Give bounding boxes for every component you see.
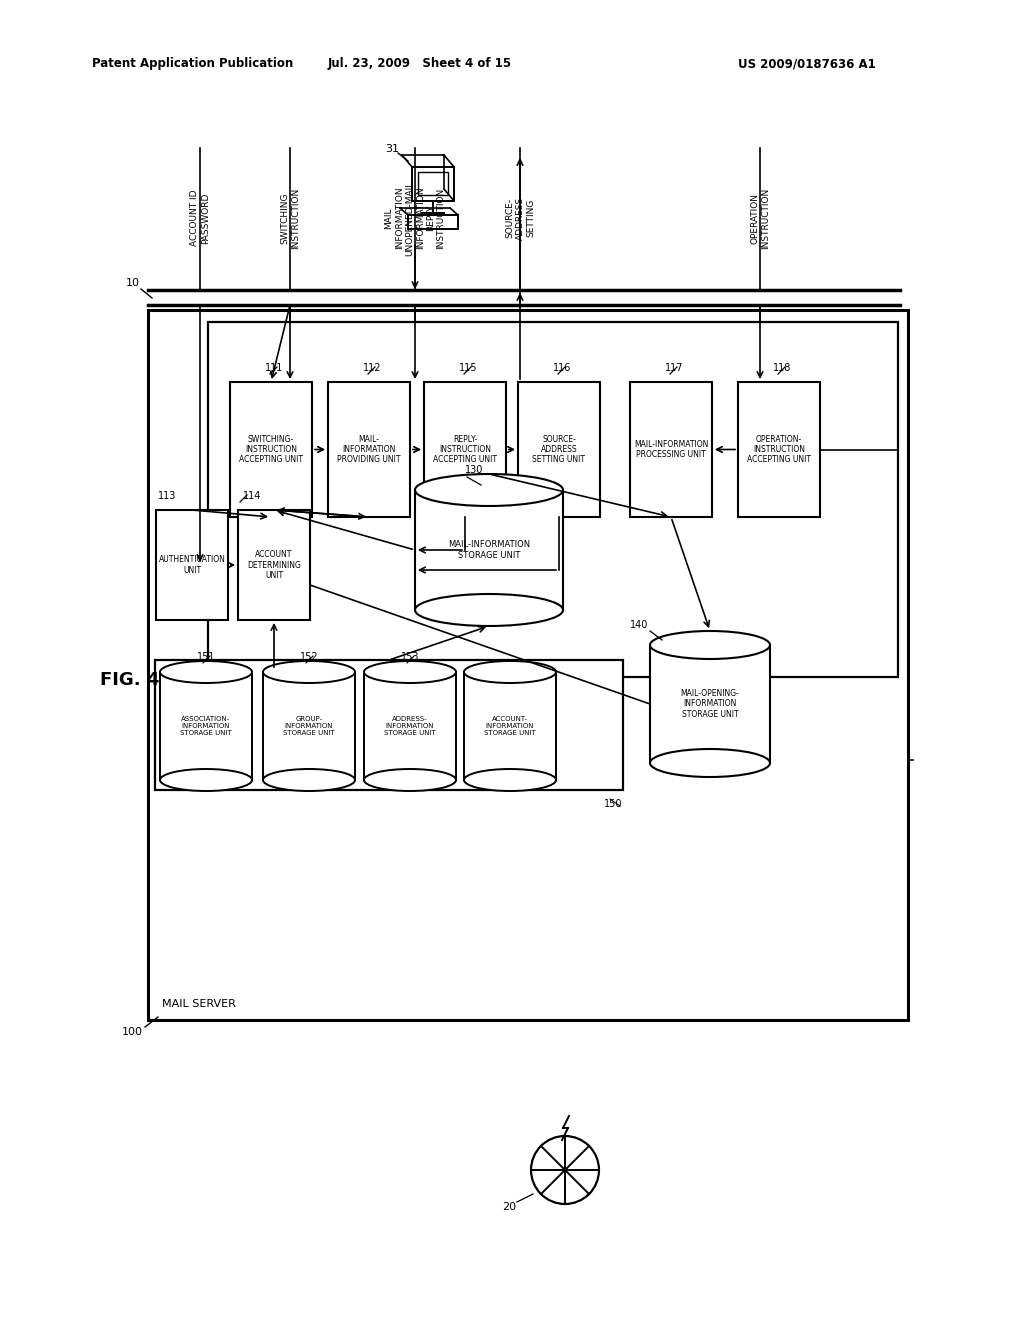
Bar xyxy=(464,672,556,780)
Bar xyxy=(424,381,506,517)
Text: 114: 114 xyxy=(243,491,261,502)
Ellipse shape xyxy=(464,661,556,682)
Text: 10: 10 xyxy=(126,279,140,288)
Bar xyxy=(156,510,228,620)
Text: 153: 153 xyxy=(400,652,419,663)
Ellipse shape xyxy=(263,770,355,791)
Bar xyxy=(518,381,600,517)
Text: SOURCE-
ADDRESS
SETTING: SOURCE- ADDRESS SETTING xyxy=(505,197,535,240)
Bar xyxy=(364,672,456,780)
Ellipse shape xyxy=(160,661,252,682)
Text: OPERATION-
INSTRUCTION
ACCEPTING UNIT: OPERATION- INSTRUCTION ACCEPTING UNIT xyxy=(746,434,811,465)
Text: MAIL
INFORMATION
UNOPENED-MAIL
INFORMATION
REPLY
INSTRUCTION: MAIL INFORMATION UNOPENED-MAIL INFORMATI… xyxy=(384,181,445,256)
Text: US 2009/0187636 A1: US 2009/0187636 A1 xyxy=(738,58,876,70)
Text: AUTHENTICATION
UNIT: AUTHENTICATION UNIT xyxy=(159,556,225,574)
Text: Patent Application Publication: Patent Application Publication xyxy=(92,58,293,70)
Bar xyxy=(738,381,820,517)
Bar xyxy=(412,168,454,201)
Text: 115: 115 xyxy=(459,363,477,374)
Text: 152: 152 xyxy=(300,652,318,663)
Bar xyxy=(408,215,458,228)
Text: 111: 111 xyxy=(265,363,284,374)
Text: FIG. 4: FIG. 4 xyxy=(100,671,160,689)
Text: 151: 151 xyxy=(197,652,215,663)
Text: SOURCE-
ADDRESS
SETTING UNIT: SOURCE- ADDRESS SETTING UNIT xyxy=(532,434,586,465)
Text: 20: 20 xyxy=(502,1203,516,1212)
Text: MAIL-
INFORMATION
PROVIDING UNIT: MAIL- INFORMATION PROVIDING UNIT xyxy=(337,434,400,465)
Text: MAIL-OPENING-
INFORMATION
STORAGE UNIT: MAIL-OPENING- INFORMATION STORAGE UNIT xyxy=(681,689,739,719)
Ellipse shape xyxy=(364,770,456,791)
Text: 116: 116 xyxy=(553,363,571,374)
Bar xyxy=(418,172,449,195)
Bar xyxy=(415,490,563,610)
Text: 130: 130 xyxy=(465,465,483,475)
Bar xyxy=(263,672,355,780)
Bar xyxy=(238,510,310,620)
Ellipse shape xyxy=(464,770,556,791)
Text: Jul. 23, 2009   Sheet 4 of 15: Jul. 23, 2009 Sheet 4 of 15 xyxy=(328,58,512,70)
Bar xyxy=(208,322,898,677)
Bar xyxy=(328,381,410,517)
Text: ACCOUNT ID
PASSWORD: ACCOUNT ID PASSWORD xyxy=(190,190,210,247)
Text: 31: 31 xyxy=(385,144,399,154)
Text: 100: 100 xyxy=(122,1027,143,1038)
Text: 112: 112 xyxy=(362,363,381,374)
Ellipse shape xyxy=(650,631,770,659)
Bar xyxy=(230,381,312,517)
Bar xyxy=(148,310,908,1020)
Text: MAIL-INFORMATION
PROCESSING UNIT: MAIL-INFORMATION PROCESSING UNIT xyxy=(634,440,709,459)
Text: 118: 118 xyxy=(773,363,792,374)
Text: ACCOUNT-
INFORMATION
STORAGE UNIT: ACCOUNT- INFORMATION STORAGE UNIT xyxy=(484,715,536,737)
Text: SWITCHING-
INSTRUCTION
ACCEPTING UNIT: SWITCHING- INSTRUCTION ACCEPTING UNIT xyxy=(239,434,303,465)
Text: 117: 117 xyxy=(665,363,683,374)
Text: 140: 140 xyxy=(630,620,648,630)
Ellipse shape xyxy=(263,661,355,682)
Ellipse shape xyxy=(364,661,456,682)
Ellipse shape xyxy=(415,474,563,506)
Text: ASSOCIATION-
INFORMATION
STORAGE UNIT: ASSOCIATION- INFORMATION STORAGE UNIT xyxy=(180,715,231,737)
Bar xyxy=(160,672,252,780)
Ellipse shape xyxy=(160,770,252,791)
Text: 150: 150 xyxy=(604,799,623,809)
Text: GROUP-
INFORMATION
STORAGE UNIT: GROUP- INFORMATION STORAGE UNIT xyxy=(283,715,335,737)
Text: MAIL SERVER: MAIL SERVER xyxy=(162,999,236,1008)
Bar xyxy=(630,381,712,517)
Ellipse shape xyxy=(415,594,563,626)
Text: 113: 113 xyxy=(158,491,176,502)
Text: REPLY-
INSTRUCTION
ACCEPTING UNIT: REPLY- INSTRUCTION ACCEPTING UNIT xyxy=(433,434,497,465)
Text: MAIL-INFORMATION
STORAGE UNIT: MAIL-INFORMATION STORAGE UNIT xyxy=(447,540,530,560)
Bar xyxy=(650,645,770,763)
Text: ADDRESS-
INFORMATION
STORAGE UNIT: ADDRESS- INFORMATION STORAGE UNIT xyxy=(384,715,436,737)
Text: SWITCHING
INSTRUCTION: SWITCHING INSTRUCTION xyxy=(281,187,300,248)
Text: ACCOUNT
DETERMINING
UNIT: ACCOUNT DETERMINING UNIT xyxy=(247,550,301,579)
Bar xyxy=(155,660,623,789)
Text: OPERATION
INSTRUCTION: OPERATION INSTRUCTION xyxy=(751,187,770,248)
Ellipse shape xyxy=(650,748,770,777)
